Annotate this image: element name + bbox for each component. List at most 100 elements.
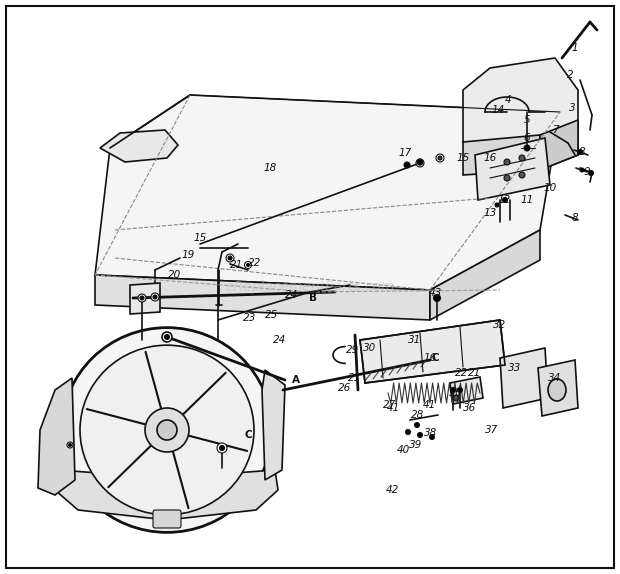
Circle shape	[244, 262, 252, 269]
Polygon shape	[463, 135, 540, 175]
Text: 37: 37	[485, 425, 498, 435]
Circle shape	[417, 159, 423, 165]
Circle shape	[458, 387, 463, 393]
Text: 40: 40	[396, 445, 410, 455]
Circle shape	[418, 161, 422, 165]
Circle shape	[519, 155, 525, 161]
Circle shape	[433, 294, 440, 301]
Text: 28: 28	[412, 410, 425, 420]
FancyBboxPatch shape	[153, 510, 181, 528]
Text: 4: 4	[505, 95, 511, 105]
Circle shape	[151, 293, 159, 301]
Polygon shape	[130, 283, 160, 314]
Circle shape	[67, 442, 73, 448]
Circle shape	[430, 435, 435, 440]
Polygon shape	[500, 348, 548, 408]
Text: 3: 3	[569, 103, 575, 113]
Text: 24: 24	[285, 290, 299, 300]
Circle shape	[451, 387, 456, 393]
Circle shape	[138, 294, 146, 302]
Circle shape	[247, 263, 249, 266]
Text: 16: 16	[484, 153, 497, 163]
Text: 9: 9	[583, 167, 590, 177]
Circle shape	[504, 175, 510, 181]
Ellipse shape	[80, 345, 254, 515]
Circle shape	[580, 168, 584, 172]
Polygon shape	[55, 470, 278, 520]
Text: 17: 17	[399, 148, 412, 158]
Circle shape	[495, 203, 499, 207]
Text: 19: 19	[182, 250, 195, 260]
Circle shape	[416, 159, 424, 167]
Text: 18: 18	[264, 163, 277, 173]
Text: 22: 22	[249, 258, 262, 268]
Polygon shape	[95, 275, 430, 320]
Circle shape	[145, 408, 189, 452]
Text: 14: 14	[492, 105, 505, 115]
Text: B: B	[309, 293, 317, 303]
Circle shape	[415, 422, 420, 428]
Text: 8: 8	[578, 147, 585, 157]
Text: 34: 34	[548, 373, 562, 383]
Text: 6: 6	[524, 133, 530, 143]
Circle shape	[164, 335, 169, 339]
Text: 31: 31	[409, 335, 422, 345]
Circle shape	[140, 296, 144, 300]
Polygon shape	[430, 230, 540, 320]
Text: 15: 15	[456, 153, 469, 163]
Polygon shape	[262, 370, 285, 480]
Text: 21: 21	[348, 373, 361, 383]
Text: 21: 21	[468, 368, 482, 378]
Circle shape	[162, 332, 172, 342]
Polygon shape	[463, 58, 578, 175]
Text: 20: 20	[169, 270, 182, 280]
Text: C: C	[244, 430, 252, 440]
Circle shape	[153, 295, 157, 299]
Text: 42: 42	[386, 485, 399, 495]
Text: 30: 30	[363, 343, 376, 353]
Text: 7: 7	[552, 125, 559, 135]
Polygon shape	[475, 138, 550, 200]
Text: 27: 27	[383, 400, 397, 410]
Circle shape	[417, 432, 422, 437]
Text: 23: 23	[244, 313, 257, 323]
Text: 16: 16	[423, 353, 436, 363]
Circle shape	[438, 156, 442, 160]
Text: 1: 1	[572, 43, 578, 53]
Text: 39: 39	[409, 440, 423, 450]
Circle shape	[524, 145, 530, 151]
Polygon shape	[38, 378, 75, 495]
Circle shape	[217, 443, 227, 453]
Text: C: C	[431, 353, 439, 363]
Circle shape	[405, 429, 410, 435]
Text: 32: 32	[494, 320, 507, 330]
Text: 35: 35	[450, 388, 463, 398]
Ellipse shape	[62, 328, 272, 532]
Text: 43: 43	[428, 288, 441, 298]
Text: 38: 38	[424, 428, 438, 438]
Circle shape	[436, 154, 444, 162]
Text: 8: 8	[572, 213, 578, 223]
Text: 13: 13	[484, 208, 497, 218]
Text: 24: 24	[273, 335, 286, 345]
Polygon shape	[538, 360, 578, 416]
Circle shape	[228, 256, 232, 260]
Text: 36: 36	[463, 403, 477, 413]
Text: 26: 26	[339, 383, 352, 393]
Text: 41: 41	[422, 400, 436, 410]
Circle shape	[157, 420, 177, 440]
Text: 11: 11	[520, 195, 534, 205]
Text: 12: 12	[497, 195, 511, 205]
Text: 5: 5	[524, 115, 530, 125]
Text: 15: 15	[193, 233, 206, 243]
Polygon shape	[450, 377, 483, 404]
Polygon shape	[540, 120, 578, 170]
Text: 25: 25	[265, 310, 278, 320]
Polygon shape	[100, 130, 178, 162]
Text: 41: 41	[386, 403, 400, 413]
Text: 22: 22	[455, 368, 469, 378]
Text: 10: 10	[543, 183, 557, 193]
Circle shape	[226, 254, 234, 262]
Text: eReplacementParts.com: eReplacementParts.com	[225, 280, 395, 294]
Ellipse shape	[548, 379, 566, 401]
